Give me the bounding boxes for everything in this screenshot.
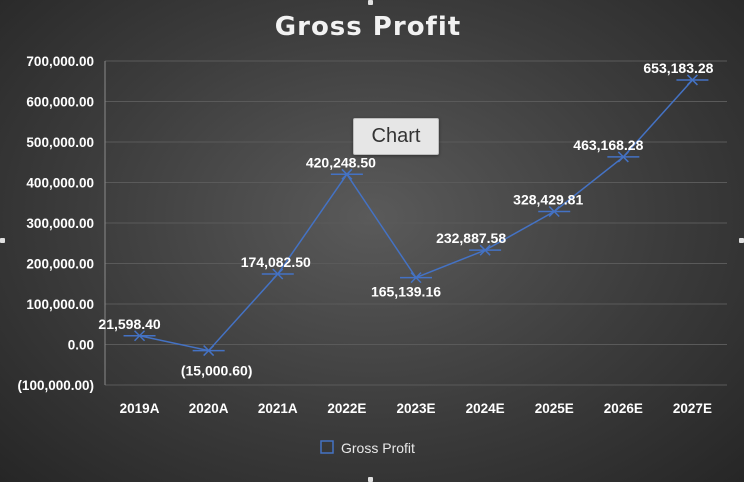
resize-handle-top-center[interactable] — [368, 0, 373, 5]
data-point-marker — [607, 151, 640, 163]
data-point-marker — [469, 244, 502, 256]
series-gross-profit — [123, 74, 709, 357]
y-tick-label: 600,000.00 — [26, 95, 94, 110]
x-tick-label: 2025E — [535, 401, 574, 416]
y-tick-label: 500,000.00 — [26, 135, 94, 150]
x-tick-label: 2024E — [466, 401, 505, 416]
data-point-marker — [676, 74, 709, 86]
gridlines — [104, 60, 727, 386]
x-tick-label: 2027E — [673, 401, 712, 416]
x-tick-label: 2026E — [604, 401, 643, 416]
data-point-marker — [123, 330, 156, 342]
x-tick-label: 2021A — [258, 401, 298, 416]
data-labels: 21,598.40 (15,000.60) 174,082.50 420,248.50… — [98, 60, 713, 379]
legend-swatch — [320, 440, 334, 454]
data-label: (15,000.60) — [181, 363, 253, 379]
x-tick-label: 2020A — [189, 401, 229, 416]
y-tick-label: 200,000.00 — [26, 257, 94, 272]
x-tick-label: 2019A — [120, 401, 160, 416]
y-tick-label: (100,000.00) — [17, 378, 94, 393]
data-label: 463,168.28 — [573, 137, 643, 153]
y-tick-label: 300,000.00 — [26, 216, 94, 231]
data-label: 420,248.50 — [306, 154, 376, 170]
data-point-marker — [330, 168, 363, 180]
y-tick-label: 400,000.00 — [26, 176, 94, 191]
resize-handle-right-middle[interactable] — [739, 238, 744, 243]
x-axis: 2019A 2020A 2021A 2022E 2023E 2024E 2025E 2026E… — [120, 401, 712, 416]
data-label: 653,183.28 — [643, 60, 713, 76]
data-label: 232,887.58 — [436, 230, 506, 246]
chart-title: Gross Profit — [275, 12, 461, 42]
legend: Gross Profit — [320, 440, 415, 456]
data-point-marker — [192, 345, 225, 357]
data-label: 21,598.40 — [98, 316, 160, 332]
data-point-marker — [400, 272, 432, 284]
data-point-marker — [261, 268, 294, 280]
resize-handle-bottom-center[interactable] — [368, 477, 373, 482]
y-tick-label: 700,000.00 — [26, 54, 94, 69]
data-point-marker — [538, 205, 571, 218]
x-tick-label: 2022E — [327, 401, 366, 416]
y-tick-label: 100,000.00 — [26, 297, 94, 312]
data-label: 328,429.81 — [513, 191, 583, 207]
y-tick-label: 0.00 — [68, 338, 94, 353]
data-label: 174,082.50 — [241, 254, 311, 270]
legend-label: Gross Profit — [341, 440, 415, 456]
y-axis: 700,000.00 600,000.00 500,000.00 400,000.00… — [17, 54, 94, 393]
resize-handle-left-middle[interactable] — [0, 238, 5, 243]
chart-tooltip: Chart — [353, 118, 439, 155]
x-tick-label: 2023E — [396, 401, 435, 416]
data-label: 165,139.16 — [371, 284, 441, 300]
